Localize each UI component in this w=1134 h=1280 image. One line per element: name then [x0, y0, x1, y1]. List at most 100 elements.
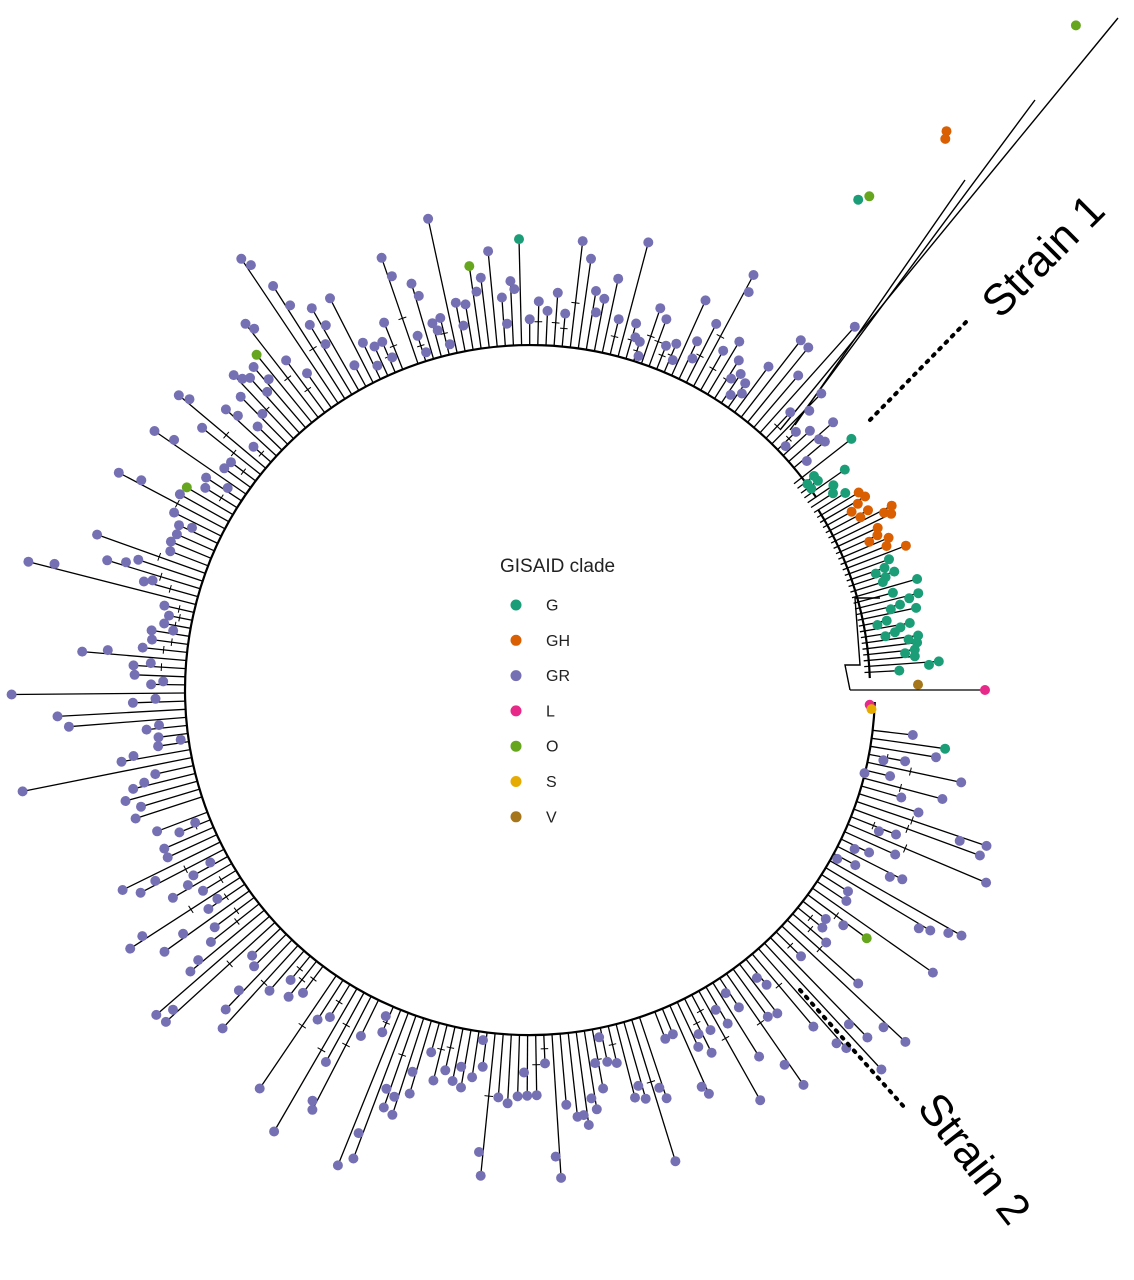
legend-title: GISAID clade: [500, 556, 615, 577]
tip-g: [881, 615, 892, 626]
tip-gr: [125, 943, 136, 954]
tip-gr: [821, 937, 832, 948]
tip-gr: [435, 313, 446, 323]
branch-arc: [233, 907, 240, 915]
tip-gr: [512, 1091, 523, 1102]
branch-arc: [157, 552, 162, 561]
tip-gr: [49, 558, 60, 569]
branch: [471, 1031, 480, 1078]
branch-arc: [654, 339, 662, 344]
tip-gr: [159, 618, 170, 629]
branch: [725, 973, 805, 1086]
tip-gr: [591, 286, 601, 296]
branch: [561, 313, 566, 347]
branch: [167, 834, 218, 858]
branch: [272, 285, 346, 400]
tip-gr: [205, 857, 216, 868]
branch: [134, 674, 186, 678]
branch: [240, 258, 339, 404]
branch: [732, 968, 769, 1018]
tip-gr: [52, 711, 63, 722]
tip-gr: [891, 829, 901, 840]
tip-gr: [201, 472, 212, 483]
branch-arc: [551, 322, 560, 324]
branch: [844, 558, 890, 577]
tip-gr: [252, 421, 263, 432]
tip-gr: [913, 923, 924, 934]
tip-g: [877, 577, 888, 588]
branch-arc: [898, 783, 902, 792]
tip-gr: [509, 284, 520, 295]
branch: [155, 764, 194, 775]
legend-swatch-g: [510, 599, 522, 611]
legend-item-o: O: [510, 739, 558, 756]
branch: [444, 1026, 456, 1071]
tip-gh: [941, 126, 952, 137]
tip-gh: [886, 508, 897, 519]
tip-gr: [711, 318, 722, 329]
tip-gr: [873, 826, 884, 837]
branch-arc: [807, 914, 814, 922]
branch-arc: [774, 423, 781, 430]
tip-g: [895, 599, 905, 610]
tip-gr: [643, 237, 654, 248]
tip-gr: [165, 546, 176, 557]
branch: [253, 366, 307, 429]
tip-gr: [456, 1082, 466, 1093]
tip-gr: [240, 318, 251, 329]
tip-g: [904, 593, 915, 604]
tip-gr: [130, 813, 141, 824]
tip-gr: [956, 777, 967, 788]
branch: [480, 277, 490, 348]
branch: [685, 323, 717, 383]
tip-g: [940, 743, 951, 754]
branch: [309, 324, 353, 395]
tip-gr: [896, 792, 907, 803]
tip-gr: [262, 386, 273, 397]
tip-gr: [198, 885, 208, 896]
branch: [151, 638, 189, 646]
branch-arc: [775, 982, 783, 989]
branch-arc: [296, 966, 304, 972]
branch-arc: [696, 353, 704, 358]
tip-o: [1070, 20, 1081, 31]
branch: [233, 374, 295, 440]
branch: [210, 903, 260, 943]
branch: [851, 578, 918, 599]
branch: [720, 373, 742, 404]
branch: [178, 394, 267, 469]
tip-gr: [696, 1081, 707, 1092]
branch: [853, 808, 981, 857]
tip-gr: [611, 1058, 622, 1068]
tip-gr: [586, 253, 596, 264]
branch-arc: [910, 816, 914, 825]
tip-gr: [661, 340, 671, 351]
tip-gr: [320, 1057, 331, 1067]
branch: [317, 979, 344, 1020]
tip-gh: [860, 491, 871, 502]
tip-gr: [862, 1032, 873, 1043]
branch-arc: [170, 638, 173, 646]
tip-gr: [820, 914, 831, 924]
tip-gr: [228, 370, 239, 381]
tip-gr: [808, 1021, 819, 1032]
tip-gr: [232, 410, 243, 421]
tip-gr: [200, 482, 211, 493]
tip-gh: [863, 505, 873, 516]
tip-gr: [128, 660, 139, 671]
tip-gr: [828, 417, 839, 428]
tip-gr: [475, 1170, 486, 1181]
tip-gr: [667, 1029, 678, 1040]
tip-gr: [188, 870, 199, 881]
tip-gr: [128, 751, 139, 761]
tip-o: [861, 933, 872, 944]
branch: [691, 994, 712, 1031]
tip-gr: [175, 734, 186, 745]
tip-gr: [168, 1004, 178, 1015]
tip-gr: [324, 1012, 335, 1023]
branch: [179, 493, 230, 523]
tip-gr: [173, 390, 184, 401]
tree-tips: [6, 20, 1081, 1183]
tip-g: [924, 659, 934, 670]
tip-g: [889, 627, 900, 638]
